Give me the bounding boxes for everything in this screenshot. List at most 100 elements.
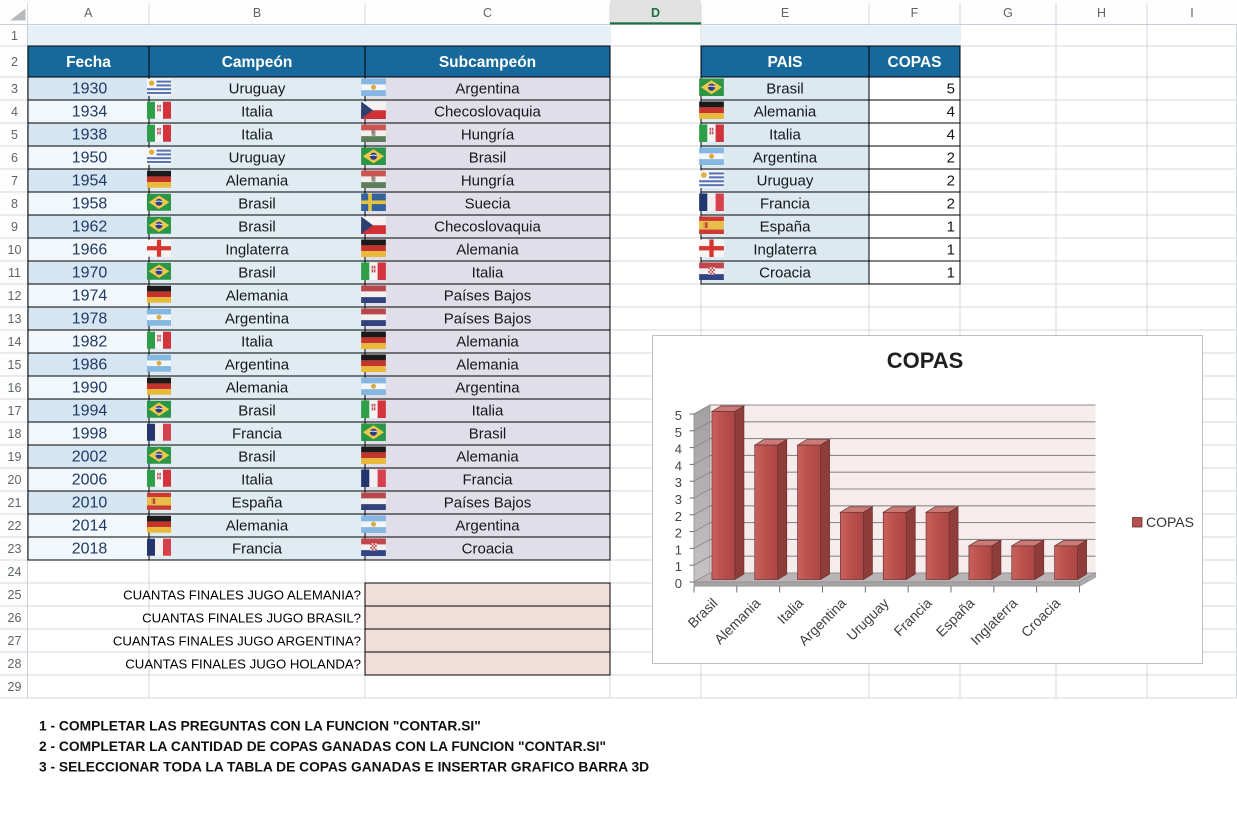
svg-text:Croacia: Croacia	[462, 541, 514, 558]
svg-text:3: 3	[675, 492, 682, 507]
svg-text:Italia: Italia	[769, 127, 801, 144]
svg-text:2010: 2010	[72, 495, 108, 512]
svg-text:F: F	[911, 6, 919, 20]
svg-text:Brasil: Brasil	[469, 426, 507, 443]
svg-text:2: 2	[947, 196, 955, 213]
svg-text:Francia: Francia	[232, 541, 283, 558]
svg-text:5: 5	[947, 81, 955, 98]
svg-text:29: 29	[8, 680, 22, 694]
svg-text:3: 3	[11, 82, 18, 96]
svg-text:19: 19	[8, 450, 22, 464]
svg-text:1962: 1962	[72, 219, 108, 236]
svg-text:España: España	[232, 495, 284, 512]
svg-text:Italia: Italia	[241, 472, 273, 489]
svg-text:Checoslovaquia: Checoslovaquia	[434, 219, 541, 236]
svg-text:Campeón: Campeón	[222, 54, 293, 71]
svg-text:2: 2	[947, 150, 955, 167]
svg-text:E: E	[781, 6, 789, 20]
svg-text:Hungría: Hungría	[461, 173, 515, 190]
svg-text:6: 6	[11, 151, 18, 165]
svg-text:1938: 1938	[72, 127, 108, 144]
svg-text:Argentina: Argentina	[753, 150, 818, 167]
svg-text:Italia: Italia	[241, 334, 273, 351]
svg-text:Brasil: Brasil	[469, 150, 507, 167]
svg-text:2002: 2002	[72, 449, 108, 466]
svg-text:9: 9	[11, 220, 18, 234]
svg-text:D: D	[651, 6, 660, 20]
svg-text:1990: 1990	[72, 380, 108, 397]
svg-text:CUANTAS FINALES JUGO ARGENTINA: CUANTAS FINALES JUGO ARGENTINA?	[113, 633, 361, 648]
svg-text:Brasil: Brasil	[766, 81, 804, 98]
svg-text:Croacia: Croacia	[759, 265, 811, 282]
svg-text:A: A	[84, 6, 93, 20]
svg-text:Hungría: Hungría	[461, 127, 515, 144]
svg-text:1974: 1974	[72, 288, 108, 305]
svg-text:28: 28	[8, 657, 22, 671]
svg-text:Alemania: Alemania	[226, 518, 289, 535]
svg-text:8: 8	[11, 197, 18, 211]
svg-text:3: 3	[675, 475, 682, 490]
svg-text:1954: 1954	[72, 173, 108, 190]
svg-text:Alemania: Alemania	[226, 380, 289, 397]
svg-text:Alemania: Alemania	[456, 242, 519, 259]
svg-text:Alemania: Alemania	[754, 104, 817, 121]
svg-text:Francia: Francia	[760, 196, 811, 213]
svg-text:5: 5	[675, 408, 682, 423]
svg-text:4: 4	[675, 458, 682, 473]
svg-text:Argentina: Argentina	[225, 311, 290, 328]
svg-text:Inglaterra: Inglaterra	[753, 242, 817, 259]
svg-text:22: 22	[8, 519, 22, 533]
svg-text:1934: 1934	[72, 104, 108, 121]
svg-text:4: 4	[947, 127, 955, 144]
svg-text:1998: 1998	[72, 426, 108, 443]
svg-text:Brasil: Brasil	[238, 265, 276, 282]
svg-text:Brasil: Brasil	[238, 403, 276, 420]
svg-text:Inglaterra: Inglaterra	[225, 242, 289, 259]
svg-text:Italia: Italia	[472, 403, 504, 420]
svg-text:1: 1	[11, 29, 18, 43]
svg-text:Uruguay: Uruguay	[229, 81, 286, 98]
svg-text:1930: 1930	[72, 81, 108, 98]
svg-text:Suecia: Suecia	[465, 196, 512, 213]
svg-text:Brasil: Brasil	[238, 196, 276, 213]
svg-text:Italia: Italia	[241, 104, 273, 121]
svg-text:2: 2	[675, 509, 682, 524]
svg-text:CUANTAS FINALES JUGO HOLANDA?: CUANTAS FINALES JUGO HOLANDA?	[125, 656, 361, 671]
svg-text:2018: 2018	[72, 541, 108, 558]
svg-text:12: 12	[8, 289, 22, 303]
svg-text:10: 10	[8, 243, 22, 257]
svg-text:C: C	[483, 6, 492, 20]
svg-text:4: 4	[947, 104, 955, 121]
svg-text:14: 14	[8, 335, 22, 349]
svg-text:27: 27	[8, 634, 22, 648]
svg-text:Fecha: Fecha	[66, 54, 111, 71]
svg-text:3 - SELECCIONAR TODA LA TABLA: 3 - SELECCIONAR TODA LA TABLA DE COPAS G…	[39, 760, 649, 775]
svg-text:I: I	[1190, 6, 1193, 20]
svg-text:13: 13	[8, 312, 22, 326]
svg-text:11: 11	[8, 266, 21, 280]
svg-text:Francia: Francia	[232, 426, 283, 443]
svg-text:Alemania: Alemania	[226, 173, 289, 190]
svg-text:1: 1	[675, 559, 682, 574]
svg-text:B: B	[253, 6, 261, 20]
svg-text:1: 1	[947, 242, 955, 259]
svg-text:Checoslovaquia: Checoslovaquia	[434, 104, 541, 121]
svg-text:Argentina: Argentina	[455, 380, 520, 397]
svg-text:1: 1	[947, 265, 955, 282]
svg-text:16: 16	[8, 381, 22, 395]
svg-text:PAIS: PAIS	[767, 54, 802, 71]
svg-text:1966: 1966	[72, 242, 108, 259]
svg-text:Brasil: Brasil	[238, 219, 276, 236]
svg-text:1978: 1978	[72, 311, 108, 328]
svg-text:2006: 2006	[72, 472, 108, 489]
svg-text:Brasil: Brasil	[238, 449, 276, 466]
svg-text:Uruguay: Uruguay	[229, 150, 286, 167]
svg-text:0: 0	[675, 576, 682, 591]
svg-text:23: 23	[8, 542, 22, 556]
svg-text:Alemania: Alemania	[226, 288, 289, 305]
svg-text:1: 1	[675, 542, 682, 557]
svg-text:Países Bajos: Países Bajos	[444, 288, 532, 305]
svg-text:4: 4	[11, 105, 18, 119]
svg-text:15: 15	[8, 358, 22, 372]
svg-text:1958: 1958	[72, 196, 108, 213]
